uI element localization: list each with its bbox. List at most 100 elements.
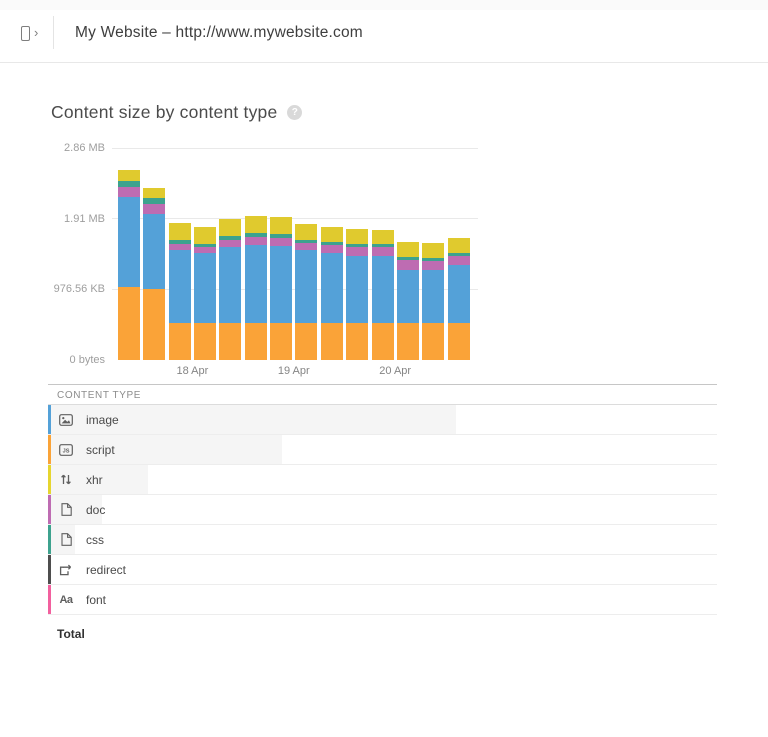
bar-segment-css bbox=[219, 235, 242, 240]
bar-segment-xhr bbox=[447, 237, 470, 254]
site-title: My Website – http://www.mywebsite.com bbox=[75, 24, 363, 41]
bar-segment-doc bbox=[346, 246, 369, 256]
bar-segment-doc bbox=[118, 186, 140, 197]
chart-title-text: Content size by content type bbox=[51, 102, 278, 122]
bar-segment-doc bbox=[244, 236, 267, 245]
bar-segment-image bbox=[143, 213, 166, 289]
stacked-bar[interactable] bbox=[371, 229, 394, 360]
stacked-bar[interactable] bbox=[194, 226, 217, 360]
stacked-bar[interactable] bbox=[143, 187, 166, 360]
bar-segment-css bbox=[244, 232, 267, 237]
row-label: doc bbox=[86, 502, 106, 517]
type-color-strip bbox=[48, 555, 51, 584]
table-row-image[interactable]: image bbox=[48, 405, 717, 435]
type-color-strip bbox=[48, 405, 51, 434]
row-label: css bbox=[86, 532, 104, 547]
table-row-xhr[interactable]: xhr bbox=[48, 465, 717, 495]
gridline bbox=[112, 218, 478, 220]
size-databar bbox=[51, 465, 148, 494]
image-icon bbox=[57, 413, 75, 426]
table-row-font[interactable]: Aa font bbox=[48, 585, 717, 615]
bar-segment-css bbox=[371, 244, 394, 248]
row-label: script bbox=[86, 442, 115, 457]
top-strip bbox=[0, 0, 768, 10]
bar-segment-xhr bbox=[194, 226, 217, 244]
bar-segment-image bbox=[168, 249, 191, 324]
table-row-doc[interactable]: doc bbox=[48, 495, 717, 525]
stacked-bar[interactable] bbox=[295, 223, 318, 360]
bar-segment-css bbox=[295, 240, 318, 244]
bar-segment-doc bbox=[422, 260, 445, 270]
y-axis-tick-label: 0 bytes bbox=[69, 354, 105, 366]
bar-segment-xhr bbox=[270, 216, 293, 234]
header-divider bbox=[53, 16, 54, 49]
type-color-strip bbox=[48, 585, 51, 614]
type-color-strip bbox=[48, 495, 51, 524]
size-databar bbox=[51, 495, 102, 524]
stacked-bar[interactable] bbox=[346, 228, 369, 360]
js-icon: JS bbox=[57, 443, 75, 456]
chevron-right-icon: › bbox=[34, 25, 39, 40]
bar-segment-doc bbox=[396, 260, 419, 271]
bar-segment-image bbox=[295, 250, 318, 324]
bar-segment-css bbox=[320, 242, 343, 246]
bar-segment-xhr bbox=[396, 241, 419, 258]
stacked-bar[interactable] bbox=[422, 242, 445, 360]
bar-segment-image bbox=[244, 244, 267, 324]
bar-segment-script bbox=[346, 323, 369, 360]
bar-segment-css bbox=[168, 239, 191, 244]
header-bar: › My Website – http://www.mywebsite.com bbox=[0, 10, 768, 63]
bar-segment-image bbox=[447, 265, 470, 324]
bar-segment-script bbox=[219, 323, 242, 360]
stacked-bar-chart: 18 Apr 19 Apr 20 Apr bbox=[112, 147, 478, 377]
bar-segment-xhr bbox=[219, 218, 242, 236]
stacked-bar[interactable] bbox=[219, 218, 242, 360]
table-row-css[interactable]: css bbox=[48, 525, 717, 555]
table-row-script[interactable]: JS script bbox=[48, 435, 717, 465]
stacked-bar[interactable] bbox=[118, 169, 140, 360]
bar-segment-doc bbox=[219, 239, 242, 247]
bar-segment-image bbox=[320, 253, 343, 324]
bar-segment-script bbox=[295, 323, 318, 360]
stacked-bar[interactable] bbox=[320, 226, 343, 360]
bar-segment-script bbox=[447, 323, 470, 360]
bar-segment-script bbox=[118, 286, 140, 360]
bar-segment-css bbox=[143, 197, 166, 204]
bar-segment-css bbox=[422, 257, 445, 261]
bar-segment-doc bbox=[371, 247, 394, 256]
bar-segment-doc bbox=[295, 243, 318, 251]
table-row-redirect[interactable]: redirect bbox=[48, 555, 717, 585]
bar-segment-image bbox=[118, 196, 140, 287]
svg-text:JS: JS bbox=[63, 448, 70, 454]
content-type-table: CONTENT TYPE image JS script xhr doc css redir… bbox=[48, 384, 717, 615]
bar-segment-image bbox=[396, 270, 419, 324]
help-icon[interactable]: ? bbox=[287, 104, 303, 120]
sidebar-toggle-button[interactable]: › bbox=[21, 23, 49, 47]
bar-segment-script bbox=[396, 323, 419, 360]
type-color-strip bbox=[48, 435, 51, 464]
bar-segment-script bbox=[270, 323, 293, 360]
bar-segment-image bbox=[194, 252, 217, 324]
bar-segment-xhr bbox=[244, 215, 267, 233]
y-axis-labels: 2.86 MB 1.91 MB 976.56 KB 0 bytes bbox=[0, 142, 105, 366]
bar-segment-image bbox=[219, 246, 242, 324]
size-databar bbox=[51, 405, 456, 434]
stacked-bar[interactable] bbox=[168, 222, 191, 360]
bar-segment-xhr bbox=[295, 223, 318, 241]
bar-segment-xhr bbox=[371, 229, 394, 245]
bar-segment-css bbox=[447, 253, 470, 257]
type-color-strip bbox=[48, 465, 51, 494]
bar-segment-script bbox=[244, 323, 267, 360]
stacked-bar[interactable] bbox=[244, 215, 267, 360]
bar-segment-script bbox=[371, 323, 394, 360]
bar-segment-doc bbox=[143, 203, 166, 214]
bar-segment-doc bbox=[194, 246, 217, 253]
gridline bbox=[112, 147, 478, 149]
stacked-bar[interactable] bbox=[447, 237, 470, 360]
stacked-bar[interactable] bbox=[270, 216, 293, 360]
bar-segment-css bbox=[118, 180, 140, 187]
bar-segment-css bbox=[270, 233, 293, 238]
bar-segment-script bbox=[194, 323, 217, 360]
stacked-bar[interactable] bbox=[396, 241, 419, 360]
